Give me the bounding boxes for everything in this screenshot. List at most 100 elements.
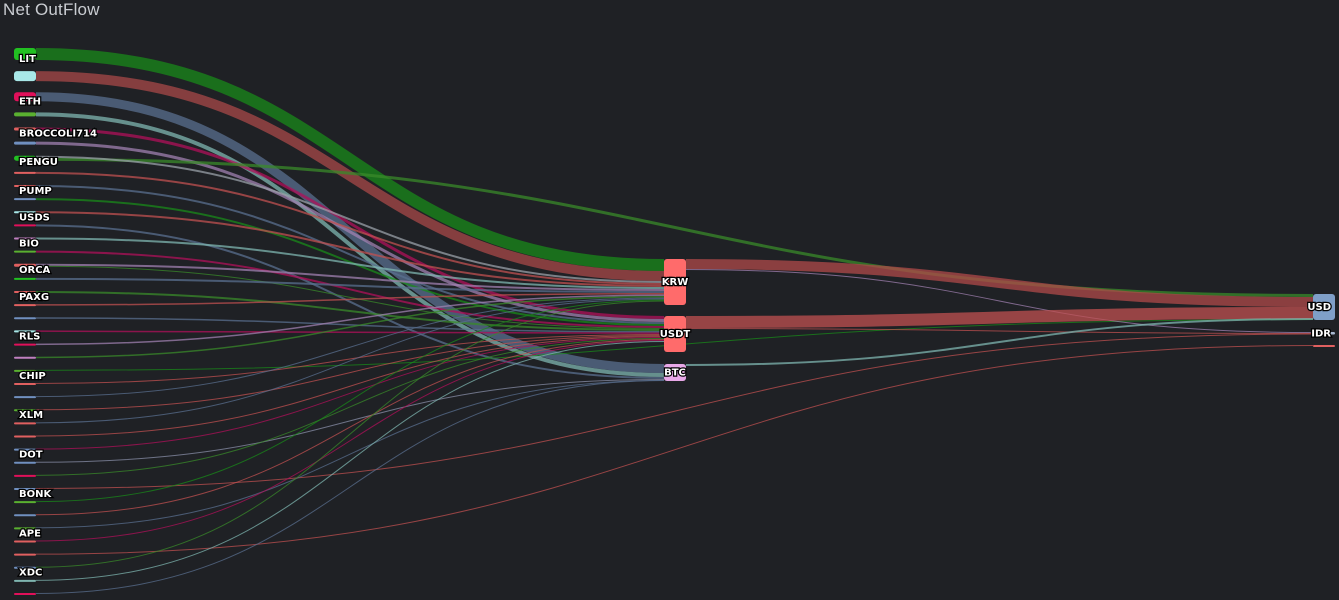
sankey-node[interactable]: [14, 448, 36, 451]
node-label: BONK: [19, 489, 52, 500]
sankey-node[interactable]: [14, 224, 36, 227]
sankey-node[interactable]: [14, 435, 36, 438]
flow-link[interactable]: [35, 317, 665, 333]
sankey-node[interactable]: [14, 185, 36, 188]
node-label: DOT: [19, 450, 43, 461]
flow-link[interactable]: [35, 339, 665, 516]
flow-link[interactable]: [35, 71, 665, 281]
sankey-node[interactable]: [14, 461, 36, 464]
sankey-node[interactable]: [14, 263, 36, 267]
sankey-node[interactable]: [14, 291, 36, 294]
sankey-node[interactable]: [14, 155, 36, 161]
flow-link[interactable]: [35, 265, 665, 329]
sankey-node[interactable]: [14, 277, 36, 280]
links-layer: [35, 48, 1314, 594]
flow-link[interactable]: [35, 299, 665, 503]
flow-link[interactable]: [35, 297, 665, 398]
sankey-node[interactable]: [14, 356, 36, 359]
flow-link[interactable]: [35, 379, 665, 463]
flow-link[interactable]: [685, 328, 1314, 334]
node-label: IDR: [1311, 328, 1331, 339]
sankey-node[interactable]: [1313, 294, 1335, 320]
flow-link[interactable]: [35, 211, 665, 287]
sankey-node[interactable]: [14, 304, 36, 307]
flow-link[interactable]: [35, 380, 665, 594]
flow-link[interactable]: [35, 340, 665, 542]
sankey-node[interactable]: [14, 369, 36, 372]
sankey-node[interactable]: [14, 250, 36, 253]
sankey-node[interactable]: [14, 112, 36, 117]
sankey-node[interactable]: [14, 171, 36, 174]
flow-link[interactable]: [35, 277, 665, 293]
sankey-node[interactable]: [14, 474, 36, 477]
sankey-node[interactable]: [1313, 345, 1335, 347]
node-label: ORCA: [19, 265, 51, 276]
flow-link[interactable]: [685, 307, 1314, 328]
sankey-node[interactable]: [14, 211, 36, 214]
sankey-node[interactable]: [14, 71, 36, 82]
sankey-node[interactable]: [14, 593, 36, 595]
flow-link[interactable]: [35, 198, 665, 326]
sankey-node[interactable]: [14, 48, 36, 60]
sankey-node[interactable]: [14, 343, 36, 346]
flow-link[interactable]: [35, 48, 665, 271]
flow-link[interactable]: [35, 237, 665, 289]
sankey-node[interactable]: [664, 316, 686, 352]
flow-link[interactable]: [35, 293, 665, 306]
sankey-node[interactable]: [14, 579, 36, 582]
flow-link[interactable]: [35, 250, 665, 328]
sankey-node[interactable]: [14, 198, 36, 201]
flow-link[interactable]: [35, 298, 665, 424]
sankey-node[interactable]: [14, 540, 36, 543]
sankey-node[interactable]: [14, 527, 36, 530]
flow-link[interactable]: [35, 155, 665, 283]
flow-link[interactable]: [35, 330, 665, 334]
sankey-node[interactable]: [14, 422, 36, 425]
flow-link[interactable]: [35, 341, 665, 581]
flow-link[interactable]: [35, 338, 665, 476]
flow-link[interactable]: [35, 224, 665, 379]
flow-link[interactable]: [35, 291, 665, 331]
node-label: USDT: [660, 329, 691, 340]
sankey-node[interactable]: [14, 514, 36, 517]
sankey-node[interactable]: [664, 364, 686, 381]
sankey-node[interactable]: [664, 259, 686, 305]
sankey-node[interactable]: [14, 487, 36, 490]
flow-link[interactable]: [35, 294, 665, 346]
flow-link[interactable]: [35, 335, 665, 411]
flow-link[interactable]: [35, 127, 665, 319]
flow-link[interactable]: [685, 259, 1314, 307]
sankey-node[interactable]: [14, 501, 36, 504]
node-label: XLM: [19, 410, 43, 421]
flow-link[interactable]: [685, 318, 1314, 366]
flow-link[interactable]: [35, 336, 665, 437]
flow-link[interactable]: [35, 337, 665, 450]
flow-link[interactable]: [35, 263, 665, 291]
flow-link[interactable]: [35, 345, 1314, 555]
flow-link[interactable]: [35, 112, 665, 377]
sankey-node[interactable]: [14, 396, 36, 399]
node-label: BIO: [19, 239, 39, 250]
node-label: PAXG: [19, 292, 49, 303]
node-label: BROCCOLI714: [19, 129, 97, 140]
sankey-node[interactable]: [14, 92, 36, 102]
sankey-node[interactable]: [14, 553, 36, 556]
sankey-node[interactable]: [14, 409, 36, 412]
sankey-node[interactable]: [14, 127, 36, 131]
sankey-node[interactable]: [14, 382, 36, 385]
sankey-node[interactable]: [1313, 332, 1335, 335]
sankey-node[interactable]: [14, 330, 36, 333]
flow-link[interactable]: [35, 380, 665, 529]
flow-link[interactable]: [35, 171, 665, 285]
sankey-node[interactable]: [14, 141, 36, 145]
flow-link[interactable]: [35, 334, 665, 384]
flow-link[interactable]: [35, 296, 665, 359]
flow-link[interactable]: [35, 141, 665, 322]
sankey-node[interactable]: [14, 317, 36, 320]
flow-link[interactable]: [35, 300, 665, 568]
sankey-node[interactable]: [14, 566, 36, 569]
sankey-node[interactable]: [14, 237, 36, 240]
flow-link[interactable]: [35, 333, 1314, 489]
flow-link[interactable]: [685, 269, 1314, 333]
